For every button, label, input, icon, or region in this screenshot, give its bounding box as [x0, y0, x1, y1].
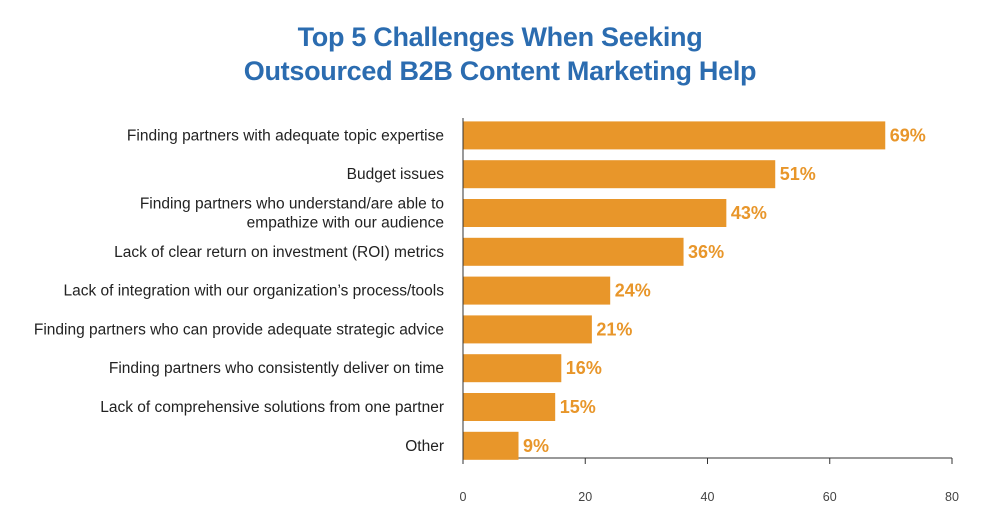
- bar-value-label: 21%: [596, 319, 632, 339]
- category-label: Lack of clear return on investment (ROI)…: [114, 244, 444, 261]
- bar: [463, 237, 684, 266]
- chart-title-line-2: Outsourced B2B Content Marketing Help: [243, 56, 757, 86]
- bar-value-label: 69%: [890, 125, 926, 145]
- chart-title: Top 5 Challenges When Seeking Outsourced…: [0, 20, 1000, 88]
- bar-value-label: 24%: [615, 281, 651, 301]
- bar-value-label: 16%: [566, 358, 602, 378]
- chart-title-line-1: Top 5 Challenges When Seeking: [297, 22, 703, 52]
- bar: [463, 276, 611, 305]
- bar: [463, 121, 886, 150]
- category-label: Finding partners who consistently delive…: [109, 360, 444, 377]
- category-label: Lack of integration with our organizatio…: [63, 283, 444, 300]
- bar-value-label: 43%: [731, 203, 767, 223]
- bar-value-label: 51%: [780, 164, 816, 184]
- bar: [463, 160, 776, 189]
- category-label: empathize with our audience: [247, 215, 444, 232]
- x-tick-label: 0: [460, 490, 467, 504]
- category-label: Lack of comprehensive solutions from one…: [100, 399, 444, 416]
- category-label: Budget issues: [347, 166, 445, 183]
- category-label: Finding partners who understand/are able…: [140, 196, 444, 213]
- category-label: Other: [405, 438, 444, 455]
- x-tick-label: 80: [945, 490, 959, 504]
- category-label: Finding partners with adequate topic exp…: [127, 127, 444, 144]
- bar: [463, 354, 562, 383]
- x-tick-label: 60: [823, 490, 837, 504]
- category-label: Finding partners who can provide adequat…: [34, 321, 444, 338]
- bar-value-label: 36%: [688, 242, 724, 262]
- bar: [463, 431, 519, 460]
- x-tick-label: 20: [578, 490, 592, 504]
- bar-value-label: 9%: [523, 436, 549, 456]
- bar: [463, 199, 727, 227]
- bar: [463, 393, 556, 421]
- x-tick-label: 40: [701, 490, 715, 504]
- bar-value-label: 15%: [560, 397, 596, 417]
- bar: [463, 315, 592, 344]
